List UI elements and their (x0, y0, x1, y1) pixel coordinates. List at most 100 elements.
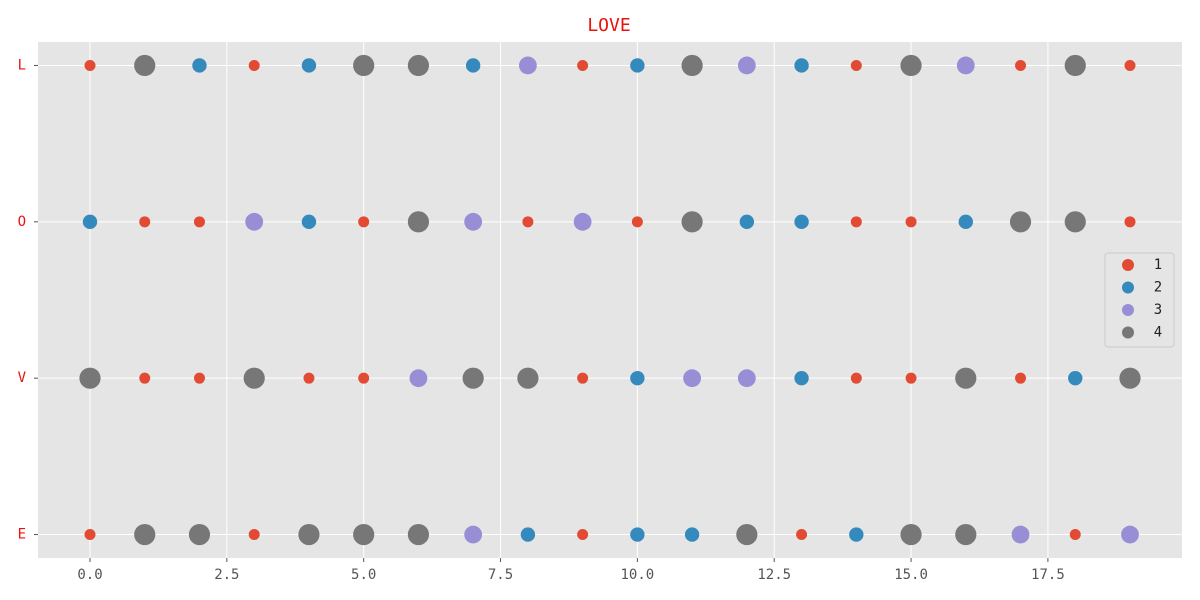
x-tick-label: 5.0 (351, 567, 376, 583)
legend-label: 2 (1154, 280, 1162, 296)
y-tick-label: V (18, 370, 27, 386)
scatter-point (248, 529, 260, 541)
x-tick-label: 0.0 (77, 567, 102, 583)
x-tick-label: 2.5 (214, 567, 239, 583)
legend-label: 4 (1154, 325, 1162, 341)
scatter-point (139, 216, 151, 228)
scatter-point (248, 59, 260, 71)
scatter-point (407, 211, 430, 233)
scatter-point (577, 529, 589, 541)
scatter-point (82, 214, 98, 230)
scatter-point (1069, 529, 1081, 541)
x-tick-label: 10.0 (621, 567, 655, 583)
legend-label: 3 (1154, 302, 1162, 318)
scatter-point (737, 56, 756, 75)
scatter-point (900, 523, 922, 546)
scatter-point (301, 58, 317, 73)
legend-marker (1122, 281, 1134, 294)
legend-marker (1122, 259, 1134, 271)
scatter-point (684, 527, 700, 542)
scatter-point (796, 529, 808, 541)
scatter-point (243, 367, 265, 389)
scatter-point (353, 54, 375, 77)
scatter-point (462, 367, 484, 389)
scatter-point (193, 216, 205, 228)
legend-marker (1122, 326, 1134, 339)
scatter-point (518, 56, 537, 75)
chart-title: LOVE (587, 15, 630, 36)
scatter-point (794, 214, 809, 230)
scatter-point (905, 216, 917, 228)
scatter-point (1119, 367, 1141, 389)
plot-area (38, 42, 1182, 558)
scatter-point (464, 525, 483, 544)
scatter-point (573, 212, 592, 231)
scatter-point (188, 523, 211, 546)
scatter-point (631, 216, 643, 228)
x-tick-label: 15.0 (894, 567, 928, 583)
x-tick-label: 7.5 (488, 567, 513, 583)
scatter-point (683, 369, 702, 388)
scatter-point (79, 367, 101, 389)
scatter-point (577, 59, 589, 71)
scatter-point (303, 372, 315, 384)
scatter-point (465, 58, 481, 73)
scatter-point (358, 216, 370, 228)
y-tick-label: O (18, 214, 26, 230)
scatter-point (681, 211, 703, 233)
scatter-point (794, 370, 809, 386)
scatter-point (464, 212, 483, 231)
scatter-point (517, 367, 539, 389)
scatter-point (245, 212, 264, 231)
scatter-point (956, 56, 975, 75)
scatter-point (958, 214, 973, 230)
scatter-point (955, 367, 977, 389)
scatter-point (84, 529, 96, 541)
legend-marker (1122, 304, 1134, 316)
scatter-point (407, 54, 430, 77)
scatter-point (193, 372, 205, 384)
scatter-point (737, 369, 756, 388)
y-tick-label: L (18, 57, 26, 73)
scatter-point (298, 523, 320, 546)
scatter-point (577, 372, 589, 384)
x-tick-label: 17.5 (1031, 567, 1065, 583)
scatter-point (1015, 59, 1027, 71)
scatter-point (407, 523, 430, 546)
scatter-point (1124, 59, 1136, 71)
scatter-point (1064, 54, 1086, 77)
scatter-point (134, 54, 156, 77)
scatter-point (630, 527, 645, 542)
scatter-point (681, 54, 703, 77)
scatter-point (1124, 216, 1136, 228)
scatter-point (1068, 370, 1083, 386)
scatter-point (736, 523, 758, 546)
scatter-point (192, 58, 207, 73)
scatter-point (850, 372, 862, 384)
scatter-point (1015, 372, 1027, 384)
scatter-point (1121, 525, 1139, 544)
legend: 1 2 3 4 (1104, 252, 1175, 348)
y-tick-label: E (18, 527, 26, 543)
scatter-point (900, 54, 922, 77)
legend-box (1104, 252, 1175, 348)
scatter-point (955, 523, 977, 546)
scatter-point (358, 372, 370, 384)
scatter-point (301, 214, 317, 230)
scatter-point (409, 369, 428, 388)
scatter-point (739, 214, 755, 230)
scatter-point (1009, 211, 1032, 233)
scatter-point (630, 58, 645, 73)
scatter-point (139, 372, 151, 384)
scatter-point (84, 59, 96, 71)
scatter-point (794, 58, 809, 73)
scatter-point (849, 527, 864, 542)
scatter-point (905, 372, 917, 384)
scatter-point (1011, 525, 1030, 544)
scatter-point (522, 216, 534, 228)
legend-label: 1 (1154, 257, 1162, 273)
scatter-point (520, 527, 536, 542)
scatter-point (353, 523, 375, 546)
